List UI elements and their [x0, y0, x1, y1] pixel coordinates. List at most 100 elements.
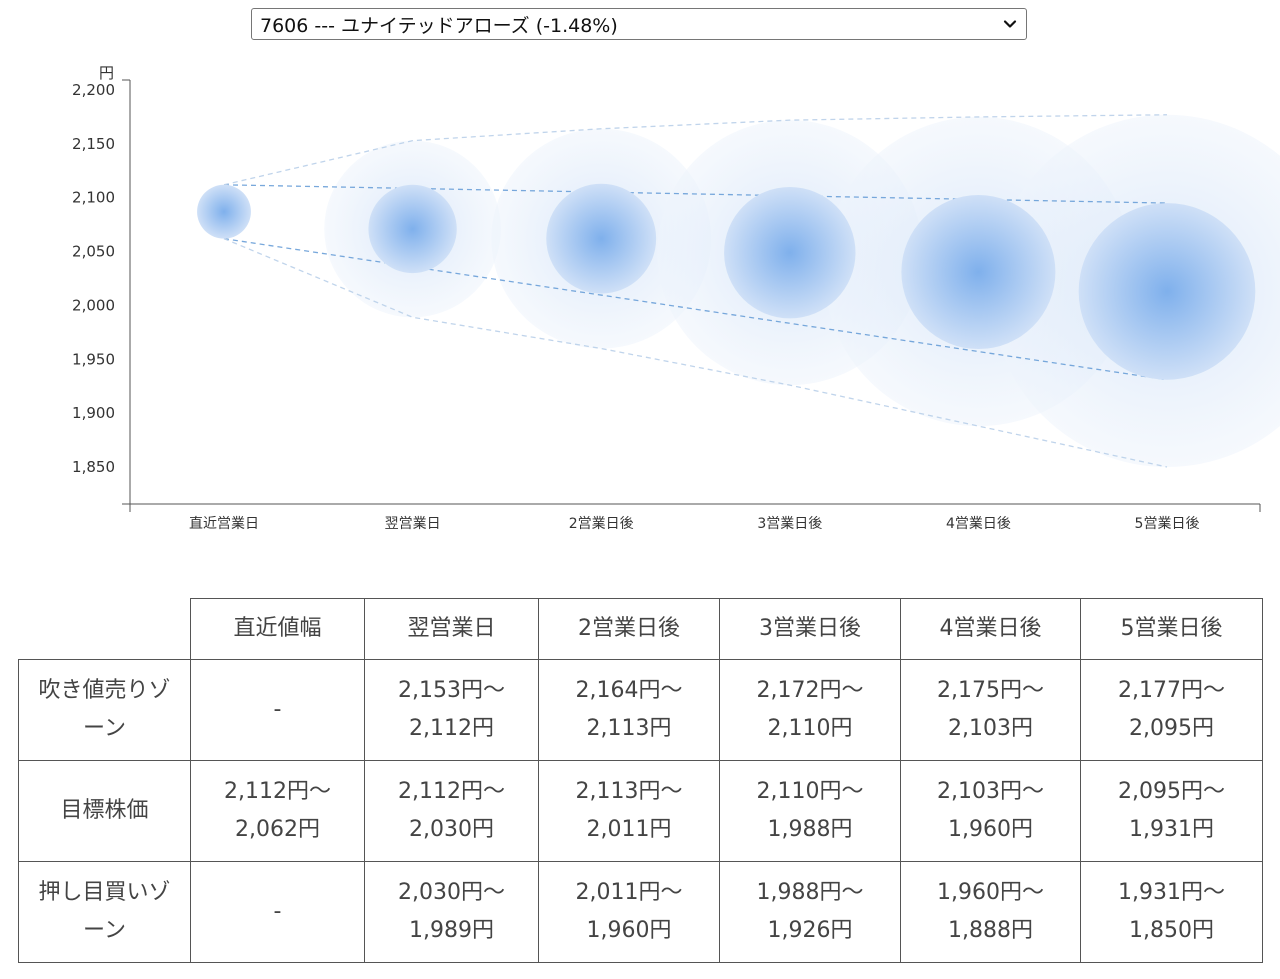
cell-value: 2,164円〜 — [575, 678, 683, 703]
cell-value: - — [273, 899, 282, 924]
row-label: 押し目買いゾ ーン — [18, 861, 191, 963]
header-day-3: 3営業日後 — [719, 598, 901, 660]
buy-zone-line — [223, 238, 1168, 468]
y-tick-label: 1,950 — [72, 350, 115, 368]
cell-value: 1,926円 — [767, 918, 853, 943]
header-corner — [18, 598, 191, 660]
row-label: 目標株価 — [18, 760, 191, 862]
row-label-line: 目標株価 — [60, 798, 149, 823]
table-row: 押し目買いゾ ーン - 2,030円〜 1,989円 2,011円〜 1,960円 1,988… — [18, 861, 1263, 963]
header-day-1: 翌営業日 — [364, 598, 539, 660]
cell-value: 2,112円〜 — [224, 779, 331, 804]
cell-value: 2,112円 — [409, 716, 494, 741]
cell-value: 2,095円 — [1129, 716, 1214, 741]
cell-value: 2,177円〜 — [1118, 678, 1225, 703]
x-category-label: 4営業日後 — [946, 516, 1011, 532]
cell-value: 1,850円 — [1129, 918, 1214, 943]
price-forecast-chart: 円 2,200 2,150 2,100 2,050 2,000 1,950 1,900 1,8… — [72, 64, 1280, 532]
cell-value: 1,931円 — [1129, 817, 1214, 842]
table-cell: 2,030円〜 1,989円 — [364, 861, 539, 963]
y-tick-labels: 2,200 2,150 2,100 2,050 2,000 1,950 1,900 1,850 — [72, 81, 115, 476]
cell-value: 2,175円〜 — [937, 678, 1044, 703]
cell-value: 2,113円 — [586, 716, 672, 741]
cell-value: 2,011円〜 — [575, 880, 683, 905]
target-bubble — [368, 184, 457, 274]
table-row: 吹き値売りゾ ーン - 2,153円〜 2,112円 2,164円〜 2,113円 2,172… — [18, 659, 1263, 761]
cell-value: 2,030円 — [409, 817, 494, 842]
table-header-row: 直近値幅 翌営業日 2営業日後 3営業日後 4営業日後 5営業日後 — [18, 598, 1263, 660]
y-tick-label: 2,050 — [72, 243, 115, 261]
chart-axes: 円 — [99, 64, 1261, 512]
stock-select-value: 7606 --- ユナイテッドアローズ (-1.48%) — [260, 14, 618, 37]
x-category-labels: 直近営業日 翌営業日 2営業日後 3営業日後 4営業日後 5営業日後 — [189, 515, 1199, 532]
table-row: 目標株価 2,112円〜 2,062円 2,112円〜 2,030円 2,113円〜 2,0… — [18, 760, 1263, 862]
table-cell: 2,112円〜 2,030円 — [364, 760, 539, 862]
table-cell: 2,113円〜 2,011円 — [538, 760, 720, 862]
cell-value: 1,888円 — [948, 918, 1033, 943]
x-category-label: 3営業日後 — [757, 516, 822, 532]
target-range-bubbles — [197, 183, 1256, 380]
cell-value: 2,172円〜 — [756, 678, 864, 703]
cell-value: 2,110円 — [767, 716, 853, 741]
table-cell: 1,988円〜 1,926円 — [719, 861, 901, 963]
cell-value: 2,113円〜 — [575, 779, 683, 804]
y-tick-label: 2,100 — [72, 189, 115, 207]
header-day-4: 4営業日後 — [900, 598, 1081, 660]
table-cell: 2,175円〜 2,103円 — [900, 659, 1081, 761]
table-cell: 2,153円〜 2,112円 — [364, 659, 539, 761]
table-cell: 2,110円〜 1,988円 — [719, 760, 901, 862]
cell-value: 1,960円〜 — [937, 880, 1044, 905]
table-cell: 2,095円〜 1,931円 — [1080, 760, 1263, 862]
row-label: 吹き値売りゾ ーン — [18, 659, 191, 761]
table-cell: 2,177円〜 2,095円 — [1080, 659, 1263, 761]
cell-value: 2,030円〜 — [398, 880, 505, 905]
y-tick-label: 2,150 — [72, 135, 115, 153]
x-category-label: 翌営業日 — [385, 516, 441, 532]
chevron-down-icon[interactable] — [1003, 17, 1017, 31]
cell-value: 2,062円 — [235, 817, 320, 842]
table-cell: 2,112円〜 2,062円 — [190, 760, 365, 862]
y-tick-label: 2,200 — [72, 81, 115, 99]
target-high-line — [223, 184, 1168, 204]
cell-value: 2,110円〜 — [756, 779, 864, 804]
table-cell: 2,164円〜 2,113円 — [538, 659, 720, 761]
cell-value: - — [273, 697, 282, 722]
cell-value: 2,011円 — [586, 817, 672, 842]
cell-value: 2,103円〜 — [937, 779, 1044, 804]
table-cell: - — [190, 861, 365, 963]
table-cell: 1,931円〜 1,850円 — [1080, 861, 1263, 963]
table-cell: - — [190, 659, 365, 761]
header-day-5: 5営業日後 — [1080, 598, 1263, 660]
x-category-label: 2営業日後 — [569, 516, 634, 532]
row-label-line: 吹き値売りゾ — [38, 678, 171, 703]
y-unit-label: 円 — [99, 64, 114, 82]
x-category-label: 直近営業日 — [189, 515, 259, 532]
cell-value: 1,988円 — [767, 817, 853, 842]
header-latest-range: 直近値幅 — [190, 598, 365, 660]
cell-value: 1,989円 — [409, 918, 494, 943]
target-bubble — [1078, 203, 1256, 380]
cell-value: 1,960円 — [948, 817, 1033, 842]
target-bubble — [546, 183, 657, 294]
cell-value: 1,988円〜 — [756, 880, 864, 905]
table-cell: 2,011円〜 1,960円 — [538, 861, 720, 963]
price-zone-table: 直近値幅 翌営業日 2営業日後 3営業日後 4営業日後 5営業日後 吹き値売りゾ… — [18, 598, 1263, 963]
sell-zone-line — [223, 114, 1168, 186]
y-tick-label: 1,900 — [72, 404, 115, 422]
stock-select-field[interactable]: 7606 --- ユナイテッドアローズ (-1.48%) — [251, 8, 1027, 40]
cell-value: 2,153円〜 — [398, 678, 505, 703]
cell-value: 2,112円〜 — [398, 779, 505, 804]
stock-selector[interactable]: 7606 --- ユナイテッドアローズ (-1.48%) — [251, 8, 1027, 40]
target-low-line — [223, 238, 1168, 381]
target-bubble — [901, 195, 1056, 350]
row-label-line: ーン — [83, 918, 126, 943]
table-cell: 2,172円〜 2,110円 — [719, 659, 901, 761]
table-cell: 1,960円〜 1,888円 — [900, 861, 1081, 963]
cell-value: 1,931円〜 — [1118, 880, 1225, 905]
table-cell: 2,103円〜 1,960円 — [900, 760, 1081, 862]
target-bubble — [724, 186, 856, 319]
cell-value: 1,960円 — [586, 918, 672, 943]
y-tick-label: 1,850 — [72, 458, 115, 476]
cell-value: 2,103円 — [948, 716, 1033, 741]
range-band-lines — [223, 114, 1168, 468]
